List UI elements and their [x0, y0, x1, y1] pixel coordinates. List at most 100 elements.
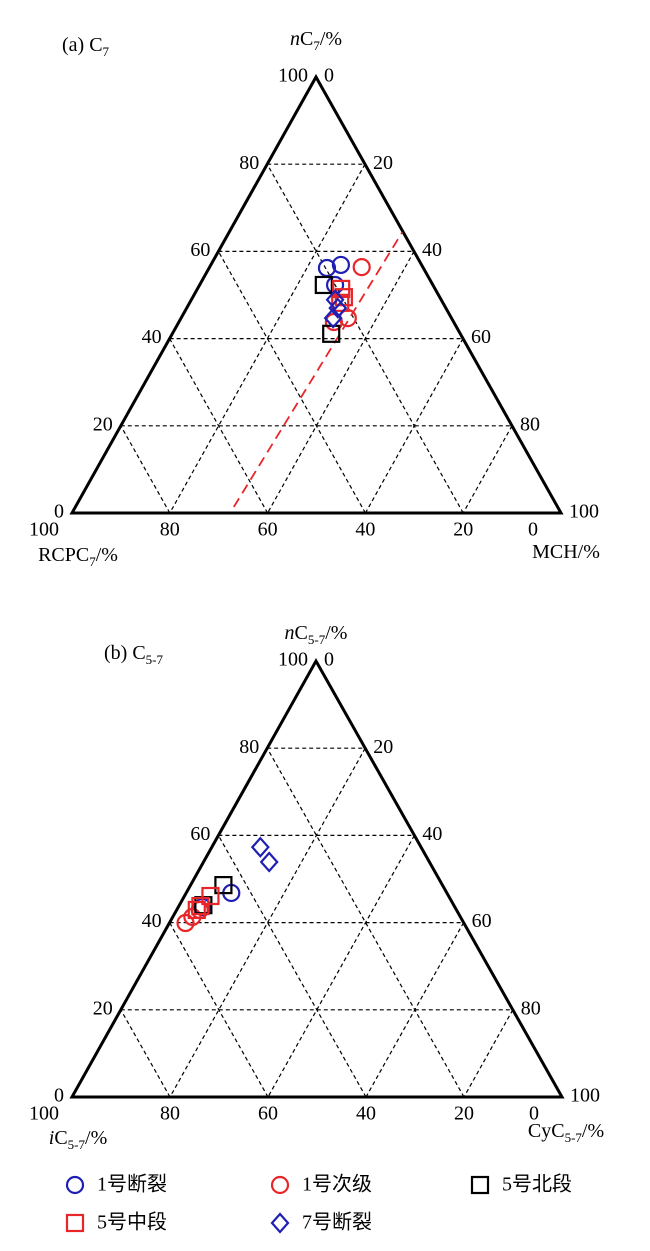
triangle-frame [69, 73, 564, 515]
axis-label-bottom: RCPC7/% [38, 544, 118, 570]
grid-line [169, 163, 366, 514]
tick-label-top-axis: 100 [278, 649, 308, 671]
tick-label-top-axis: 80 [239, 152, 259, 174]
legend-label: 7号断裂 [302, 1211, 372, 1234]
grid-line [217, 251, 366, 514]
grid-line [169, 747, 366, 1098]
text-part: 5-7 [565, 1130, 583, 1145]
tick-label-bottom-axis: 80 [160, 1103, 180, 1125]
axis-label-top: nC7/% [290, 28, 342, 54]
legend-label: 1号次级 [302, 1173, 372, 1196]
marker-square [314, 275, 333, 295]
marker-circle [65, 1175, 85, 1195]
text-part: 5-7 [308, 632, 326, 647]
chart-title: (a) C7 [62, 34, 110, 60]
legend-label: 1号断裂 [97, 1173, 167, 1196]
axis-label-right: CyC5-7/% [528, 1120, 604, 1146]
text-part: (b) C [104, 642, 146, 664]
tick-label-top-axis: 0 [54, 501, 64, 523]
text-part: C [300, 28, 313, 50]
text-part: /% [325, 622, 347, 644]
grid-line [463, 1009, 514, 1098]
tick-label-right-axis: 80 [521, 997, 541, 1019]
marker-circle [352, 257, 371, 277]
tick-label-right-axis: 0 [324, 649, 334, 671]
text-part: C [295, 622, 308, 644]
tick-label-bottom-axis: 40 [356, 1103, 376, 1125]
marker-square [214, 876, 233, 895]
text-part: /% [582, 1120, 604, 1142]
tick-label-right-axis: 100 [570, 1085, 600, 1107]
text-part: n [290, 28, 300, 50]
tick-label-right-axis: 60 [471, 326, 491, 348]
text-part: (a) C [62, 34, 103, 56]
tick-label-bottom-axis: 20 [453, 519, 473, 541]
marker-diamond [328, 297, 348, 319]
chart-title: (b) C5-7 [104, 642, 164, 668]
text-part: 5-7 [146, 652, 164, 667]
legend-label: 5号中段 [97, 1211, 167, 1234]
marker-circle [331, 255, 351, 275]
text-part: n [285, 622, 295, 644]
marker-circle [270, 1175, 290, 1195]
legend-label: 5号北段 [502, 1173, 572, 1196]
tick-label-bottom-axis: 0 [528, 519, 538, 541]
tick-label-right-axis: 80 [520, 413, 540, 435]
marker-square [201, 886, 220, 906]
tick-label-top-axis: 60 [190, 823, 210, 845]
grid-line [462, 425, 513, 514]
text-part: 7 [89, 554, 96, 569]
tick-label-bottom-axis: 100 [29, 1103, 59, 1125]
tick-label-top-axis: 80 [239, 736, 259, 758]
text-part: /% [85, 1127, 107, 1149]
tick-label-top-axis: 20 [93, 997, 113, 1019]
tick-label-right-axis: 40 [422, 823, 442, 845]
tick-label-top-axis: 40 [142, 910, 162, 932]
tick-label-bottom-axis: 100 [29, 519, 59, 541]
tick-label-right-axis: 20 [373, 152, 393, 174]
tick-label-bottom-axis: 80 [160, 519, 180, 541]
tick-label-top-axis: 40 [142, 326, 162, 348]
tick-label-bottom-axis: 60 [258, 519, 278, 541]
grid-line [120, 425, 171, 514]
text-part: i [49, 1127, 55, 1149]
tick-label-top-axis: 100 [278, 65, 308, 87]
axis-label-right: MCH/% [532, 541, 600, 563]
tick-label-right-axis: 40 [422, 239, 442, 261]
marker-square [331, 293, 350, 312]
grid-line [267, 251, 415, 514]
text-part: RCPC [38, 544, 89, 566]
marker-diamond [250, 836, 270, 858]
tick-label-bottom-axis: 60 [258, 1103, 278, 1125]
axis-label-bottom: iC5-7/% [49, 1127, 107, 1153]
tick-label-right-axis: 0 [324, 65, 334, 87]
text-part: 7 [103, 44, 110, 59]
marker-square [470, 1175, 490, 1195]
text-part: C [54, 1127, 67, 1149]
tick-label-top-axis: 0 [54, 1085, 64, 1107]
tick-label-right-axis: 100 [569, 501, 599, 523]
grid-line [266, 163, 464, 514]
reference-line [233, 231, 404, 508]
marker-diamond [259, 851, 279, 873]
grid-line [267, 835, 415, 1098]
tick-label-bottom-axis: 20 [454, 1103, 474, 1125]
marker-diamond [323, 307, 343, 329]
axis-label-top: nC5-7/% [285, 622, 348, 648]
text-part: MCH/% [532, 541, 600, 563]
text-part: 5-7 [68, 1137, 86, 1152]
marker-square [65, 1213, 85, 1233]
marker-diamond [325, 289, 345, 311]
tick-label-top-axis: 60 [190, 239, 210, 261]
tick-label-bottom-axis: 0 [529, 1103, 539, 1125]
grid-line [169, 338, 269, 514]
text-part: /% [320, 28, 342, 50]
grid-line [169, 922, 269, 1098]
grid-line [266, 747, 465, 1098]
marker-square [191, 896, 210, 916]
grid-line [217, 835, 367, 1098]
marker-square [187, 900, 206, 920]
tick-label-bottom-axis: 40 [355, 519, 375, 541]
triangle-frame [69, 657, 565, 1099]
